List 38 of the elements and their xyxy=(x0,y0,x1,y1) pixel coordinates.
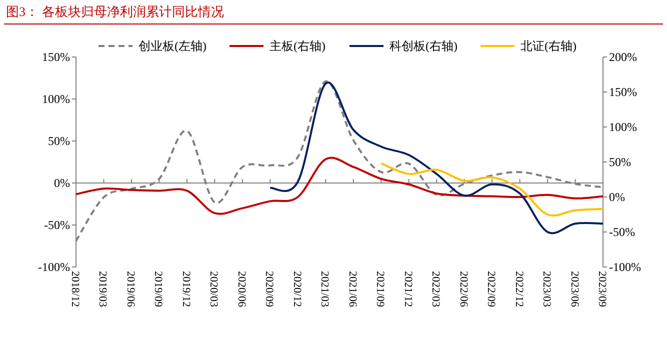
y2-tick-label: -50% xyxy=(609,225,635,239)
x-tick-label: 2018/12 xyxy=(69,271,81,308)
x-tick-label: 2023/09 xyxy=(596,271,608,308)
y-tick-label: 0% xyxy=(54,176,70,190)
x-tick-label: 2021/06 xyxy=(346,271,358,308)
legend-label: 北证(右轴) xyxy=(520,39,576,53)
x-tick-label: 2023/03 xyxy=(540,271,553,308)
legend-label: 科创板(右轴) xyxy=(390,39,458,53)
legend-label: 创业板(左轴) xyxy=(138,39,206,53)
title: 图3： 各板块归母净利润累计同比情况 xyxy=(6,4,224,19)
y2-tick-label: 150% xyxy=(609,85,637,99)
y2-tick-label: 200% xyxy=(609,50,637,64)
x-tick-label: 2022/03 xyxy=(430,271,442,308)
x-tick-label: 2021/09 xyxy=(374,271,386,308)
x-tick-label: 2020/03 xyxy=(208,271,220,308)
x-tick-label: 2020/09 xyxy=(263,271,276,308)
x-tick-label: 2022/09 xyxy=(485,271,498,308)
y-tick-label: -100% xyxy=(38,260,70,274)
y-tick-label: -50% xyxy=(44,218,70,232)
y2-tick-label: 0% xyxy=(609,190,625,204)
x-tick-label: 2020/12 xyxy=(290,271,303,308)
y2-tick-label: 100% xyxy=(609,120,637,134)
legend-label: 主板(右轴) xyxy=(270,39,326,53)
x-tick-label: 2019/09 xyxy=(152,271,164,308)
x-tick-label: 2019/06 xyxy=(124,271,136,308)
x-tick-label: 2022/06 xyxy=(457,271,470,308)
x-tick-label: 2020/06 xyxy=(235,271,248,308)
x-tick-label: 2019/12 xyxy=(180,271,192,308)
x-tick-label: 2022/12 xyxy=(512,271,525,308)
x-tick-label: 2019/03 xyxy=(96,271,109,308)
y-tick-label: 150% xyxy=(42,50,70,64)
y2-tick-label: 50% xyxy=(609,155,631,169)
y-tick-label: 100% xyxy=(42,92,70,106)
x-tick-label: 2023/06 xyxy=(568,271,580,308)
x-tick-label: 2021/12 xyxy=(402,271,414,308)
y2-tick-label: -100% xyxy=(609,260,641,274)
x-tick-label: 2021/03 xyxy=(318,271,331,308)
y-tick-label: 50% xyxy=(48,134,70,148)
